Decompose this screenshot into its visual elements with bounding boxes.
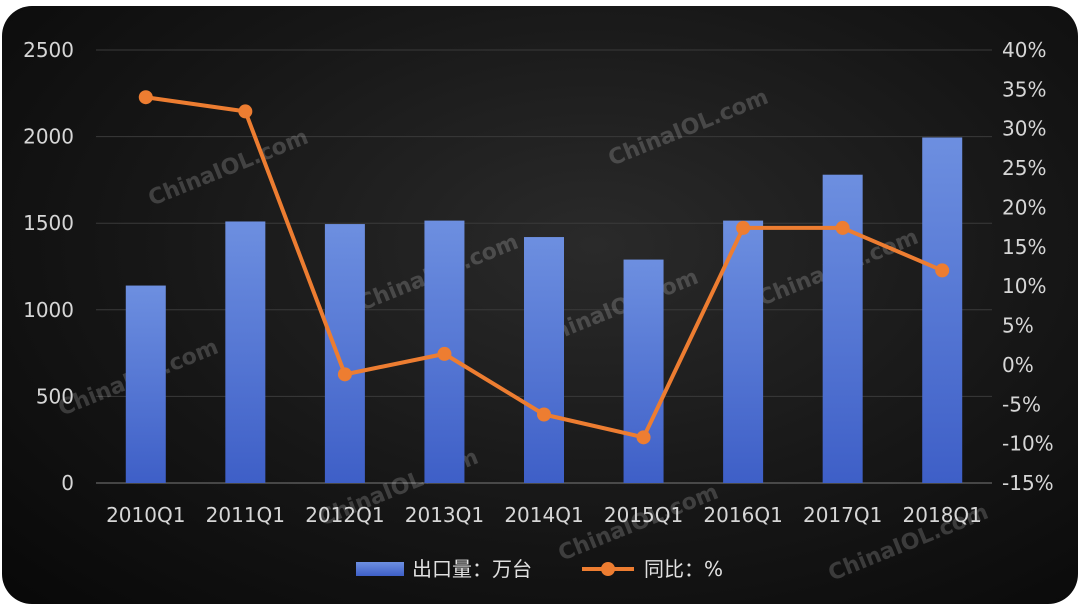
right-tick-label: 0%	[1002, 353, 1034, 377]
bar	[225, 221, 266, 483]
line-point	[935, 263, 950, 278]
line-series	[138, 90, 950, 445]
x-tick-label: 2015Q1	[604, 503, 683, 527]
left-tick-label: 1500	[23, 211, 74, 235]
bar	[723, 220, 764, 484]
left-tick-label: 2500	[23, 38, 74, 62]
line-point	[736, 220, 751, 235]
x-tick-label: 2017Q1	[803, 503, 882, 527]
x-tick-label: 2014Q1	[504, 503, 583, 527]
right-tick-label: -10%	[1002, 432, 1054, 456]
right-tick-label: -15%	[1002, 471, 1054, 495]
left-tick-label: 500	[36, 384, 74, 408]
legend-bar-label: 出口量：万台	[412, 557, 532, 581]
line-point	[138, 90, 153, 105]
line-point	[636, 430, 651, 445]
right-tick-label: 40%	[1002, 38, 1046, 62]
bar	[922, 137, 963, 483]
x-tick-label: 2016Q1	[703, 503, 782, 527]
right-tick-label: 20%	[1002, 195, 1046, 219]
x-tick-label: 2013Q1	[405, 503, 484, 527]
right-tick-label: 35%	[1002, 77, 1046, 101]
line-point	[835, 220, 850, 235]
x-tick-label: 2018Q1	[903, 503, 982, 527]
left-axis-ticks: 0 500 1000 1500 2000 2500	[23, 38, 74, 495]
legend-line-label: 同比：%	[644, 557, 723, 581]
line-point	[238, 104, 253, 119]
legend-bar-swatch	[356, 562, 404, 576]
right-tick-label: 10%	[1002, 274, 1046, 298]
right-tick-label: 30%	[1002, 117, 1046, 141]
right-axis-ticks: -15% -10% -5% 0% 5% 10% 15% 20% 25% 30% 35% 40%	[1002, 38, 1054, 495]
x-tick-label: 2012Q1	[305, 503, 384, 527]
left-tick-label: 1000	[23, 298, 74, 322]
legend: 出口量：万台 同比：%	[356, 557, 723, 581]
chart-frame: ChinaIOL.com ChinaIOL.com ChinaIOL.com Chin…	[2, 6, 1078, 604]
right-tick-label: 5%	[1002, 314, 1034, 338]
left-tick-label: 0	[61, 471, 74, 495]
left-tick-label: 2000	[23, 125, 74, 149]
bar	[623, 259, 664, 483]
line-point	[337, 367, 352, 382]
x-tick-label: 2011Q1	[206, 503, 285, 527]
bar-series	[125, 137, 963, 484]
right-tick-label: 15%	[1002, 235, 1046, 259]
bar	[324, 224, 365, 484]
right-tick-label: 25%	[1002, 156, 1046, 180]
line-point	[437, 346, 452, 361]
bar	[524, 237, 564, 483]
legend-line-marker	[601, 562, 615, 576]
watermark-text: ChinaIOL.com	[605, 85, 772, 172]
combo-chart: ChinaIOL.com ChinaIOL.comChinaIOL.comChin…	[23, 38, 1054, 587]
watermark-text: ChinaIOL.com	[145, 125, 312, 212]
x-axis-ticks: 2010Q1 2011Q1 2012Q1 2013Q1 2014Q1 2015Q1 2016…	[106, 503, 982, 527]
x-tick-label: 2010Q1	[106, 503, 185, 527]
bar	[125, 285, 166, 483]
line-point	[537, 407, 551, 422]
right-tick-label: -5%	[1002, 392, 1041, 416]
